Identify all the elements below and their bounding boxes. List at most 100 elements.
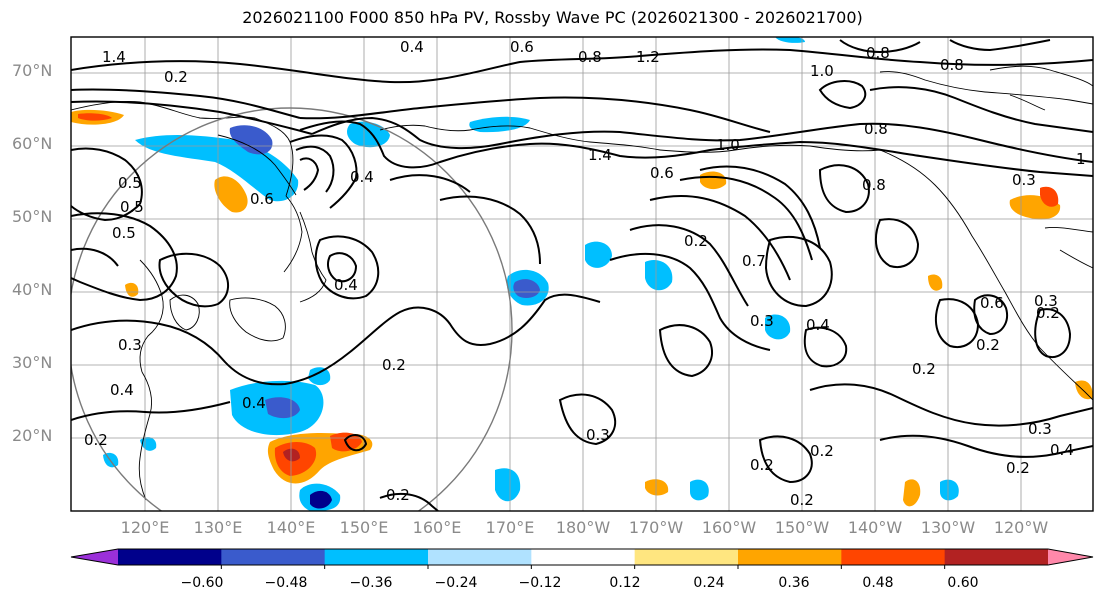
contour-label-5: 1.2 [636, 48, 660, 66]
anomaly-blue-japan-south [308, 367, 331, 386]
contour-label-13: 0.2 [382, 356, 406, 374]
anomaly-blue-south-east-2 [690, 479, 709, 501]
lon-label-150e: 150°E [339, 518, 389, 537]
contour-label-27: 0.5 [120, 198, 144, 216]
contour-label-25: 0.3 [750, 312, 774, 330]
contour-label-39: 0.8 [862, 176, 886, 194]
contour-label-7: 1.0 [810, 62, 834, 80]
anomaly-red-california [928, 274, 943, 291]
lon-label-140w: 140°W [847, 518, 903, 537]
pv-contours [71, 39, 1093, 511]
reference-circle [71, 107, 513, 511]
contour-label-37: 0.5 [112, 224, 136, 242]
contour-label-21: 0.3 [1028, 420, 1052, 438]
lon-label-170e: 170°E [485, 518, 535, 537]
anomaly-blue-south-east [495, 468, 521, 502]
contour-label-35: 0.2 [164, 68, 188, 86]
colorbar [70, 548, 1094, 569]
contour-label-34: 0.2 [1036, 304, 1060, 322]
map-title: 2026021100 F000 850 hPa PV, Rossby Wave … [242, 8, 863, 27]
anomaly-blue-north-west [775, 37, 805, 43]
colorbar-swatch [944, 549, 1049, 565]
colorbar-swatch [428, 549, 532, 565]
lon-label-160w: 160°W [701, 518, 757, 537]
contour-label-38: 0.4 [350, 168, 374, 186]
contour-label-40: 1.0 [716, 136, 740, 154]
contour-label-23: 0.2 [810, 442, 834, 460]
contour-label-10: 0.5 [118, 174, 142, 192]
anomaly-red-okhotsk [214, 176, 248, 213]
contour-label-6: 0.8 [866, 44, 890, 62]
contour-label-9: 0.3 [1012, 171, 1036, 189]
colorbar-tick-5: −0.12 [518, 575, 562, 591]
colorbar-tick-3: −0.36 [349, 575, 393, 591]
colorbar-swatch [634, 549, 739, 565]
contour-label-22: 0.2 [1006, 459, 1030, 477]
anomaly-red-east-pacific [903, 479, 921, 507]
pv-anomaly-shading [71, 37, 1093, 511]
anomaly-blue-alaska-north [469, 116, 530, 133]
graticule [71, 37, 1093, 511]
colorbar-swatch [738, 549, 842, 565]
colorbar-tick-2: −0.48 [264, 575, 308, 591]
colorbar-swatch [324, 549, 429, 565]
colorbar-tick-8: 0.36 [778, 575, 810, 591]
anomaly-blue-south-east-3 [940, 479, 959, 501]
lon-label-160e: 160°E [412, 518, 462, 537]
colorbar-extend-low [71, 549, 118, 565]
contour-label-31: 0.3 [1034, 292, 1058, 310]
anomaly-blue-west-pacific-2 [645, 260, 673, 291]
lat-label-50: 50°N [12, 207, 53, 226]
colorbar-swatch [841, 549, 946, 565]
anomaly-blue-south-core [310, 490, 332, 509]
anomaly-red-alaska [700, 171, 727, 190]
contour-label-42: 0.6 [980, 294, 1004, 312]
anomaly-red-small-1 [125, 282, 139, 297]
colorbar-tick-10: 0.60 [947, 575, 979, 591]
anomaly-blue-taiwan [140, 437, 157, 451]
anomaly-red-south-mid [645, 479, 669, 496]
anomaly-red-northwest-core [78, 113, 112, 121]
anomaly-blue-midpacific-core [513, 279, 540, 298]
colorbar-swatch [118, 549, 222, 565]
contour-label-32: 0.4 [242, 394, 266, 412]
contour-label-26: 0.4 [110, 381, 134, 399]
contour-label-30: 0.2 [790, 491, 814, 509]
colorbar-tick-4: −0.24 [434, 575, 478, 591]
contour-label-12: 0.4 [334, 276, 358, 294]
contour-label-20: 0.4 [1050, 441, 1074, 459]
anomaly-blue-kamchatka-core [229, 125, 273, 155]
contour-label-4: 0.8 [578, 48, 602, 66]
lon-label-120e: 120°E [120, 518, 170, 537]
colorbar-tick-9: 0.48 [862, 575, 894, 591]
lon-label-140e: 140°E [266, 518, 316, 537]
anomaly-red-west-pacific-peak [283, 448, 300, 462]
contour-label-36: 0.2 [976, 336, 1000, 354]
contour-label-3: 0.6 [510, 38, 534, 56]
colorbar-tick-6: 0.12 [609, 575, 641, 591]
contour-label-16: 0.3 [586, 426, 610, 444]
lat-label-60: 60°N [12, 134, 53, 153]
map-frame [70, 36, 1094, 512]
colorbar-tick-7: 0.24 [693, 575, 725, 591]
contour-label-14: 0.3 [118, 336, 142, 354]
lat-label-30: 30°N [12, 353, 53, 372]
contour-label-41: 1.4 [588, 146, 612, 164]
lon-label-130e: 130°E [193, 518, 243, 537]
lon-label-170w: 170°W [628, 518, 684, 537]
contour-label-11: 0.6 [250, 190, 274, 208]
anomaly-red-baja [1075, 380, 1093, 400]
contour-label-33: 0.2 [750, 456, 774, 474]
contour-label-19: 0.2 [912, 360, 936, 378]
colorbar-outline [70, 548, 1094, 566]
lat-label-40: 40°N [12, 280, 53, 299]
contour-label-44: 0.8 [940, 56, 964, 74]
contour-label-43: 0.8 [864, 120, 888, 138]
lon-label-130w: 130°W [920, 518, 976, 537]
lon-label-180w: 180°W [555, 518, 611, 537]
contour-labels: 1.4 0.4 0.6 0.8 1.2 0.8 1.0 1 0.3 0.5 0.… [84, 38, 1086, 509]
anomaly-blue-west-pacific-1 [585, 241, 612, 268]
lon-label-150w: 150°W [774, 518, 830, 537]
lon-label-120w: 120°W [993, 518, 1049, 537]
